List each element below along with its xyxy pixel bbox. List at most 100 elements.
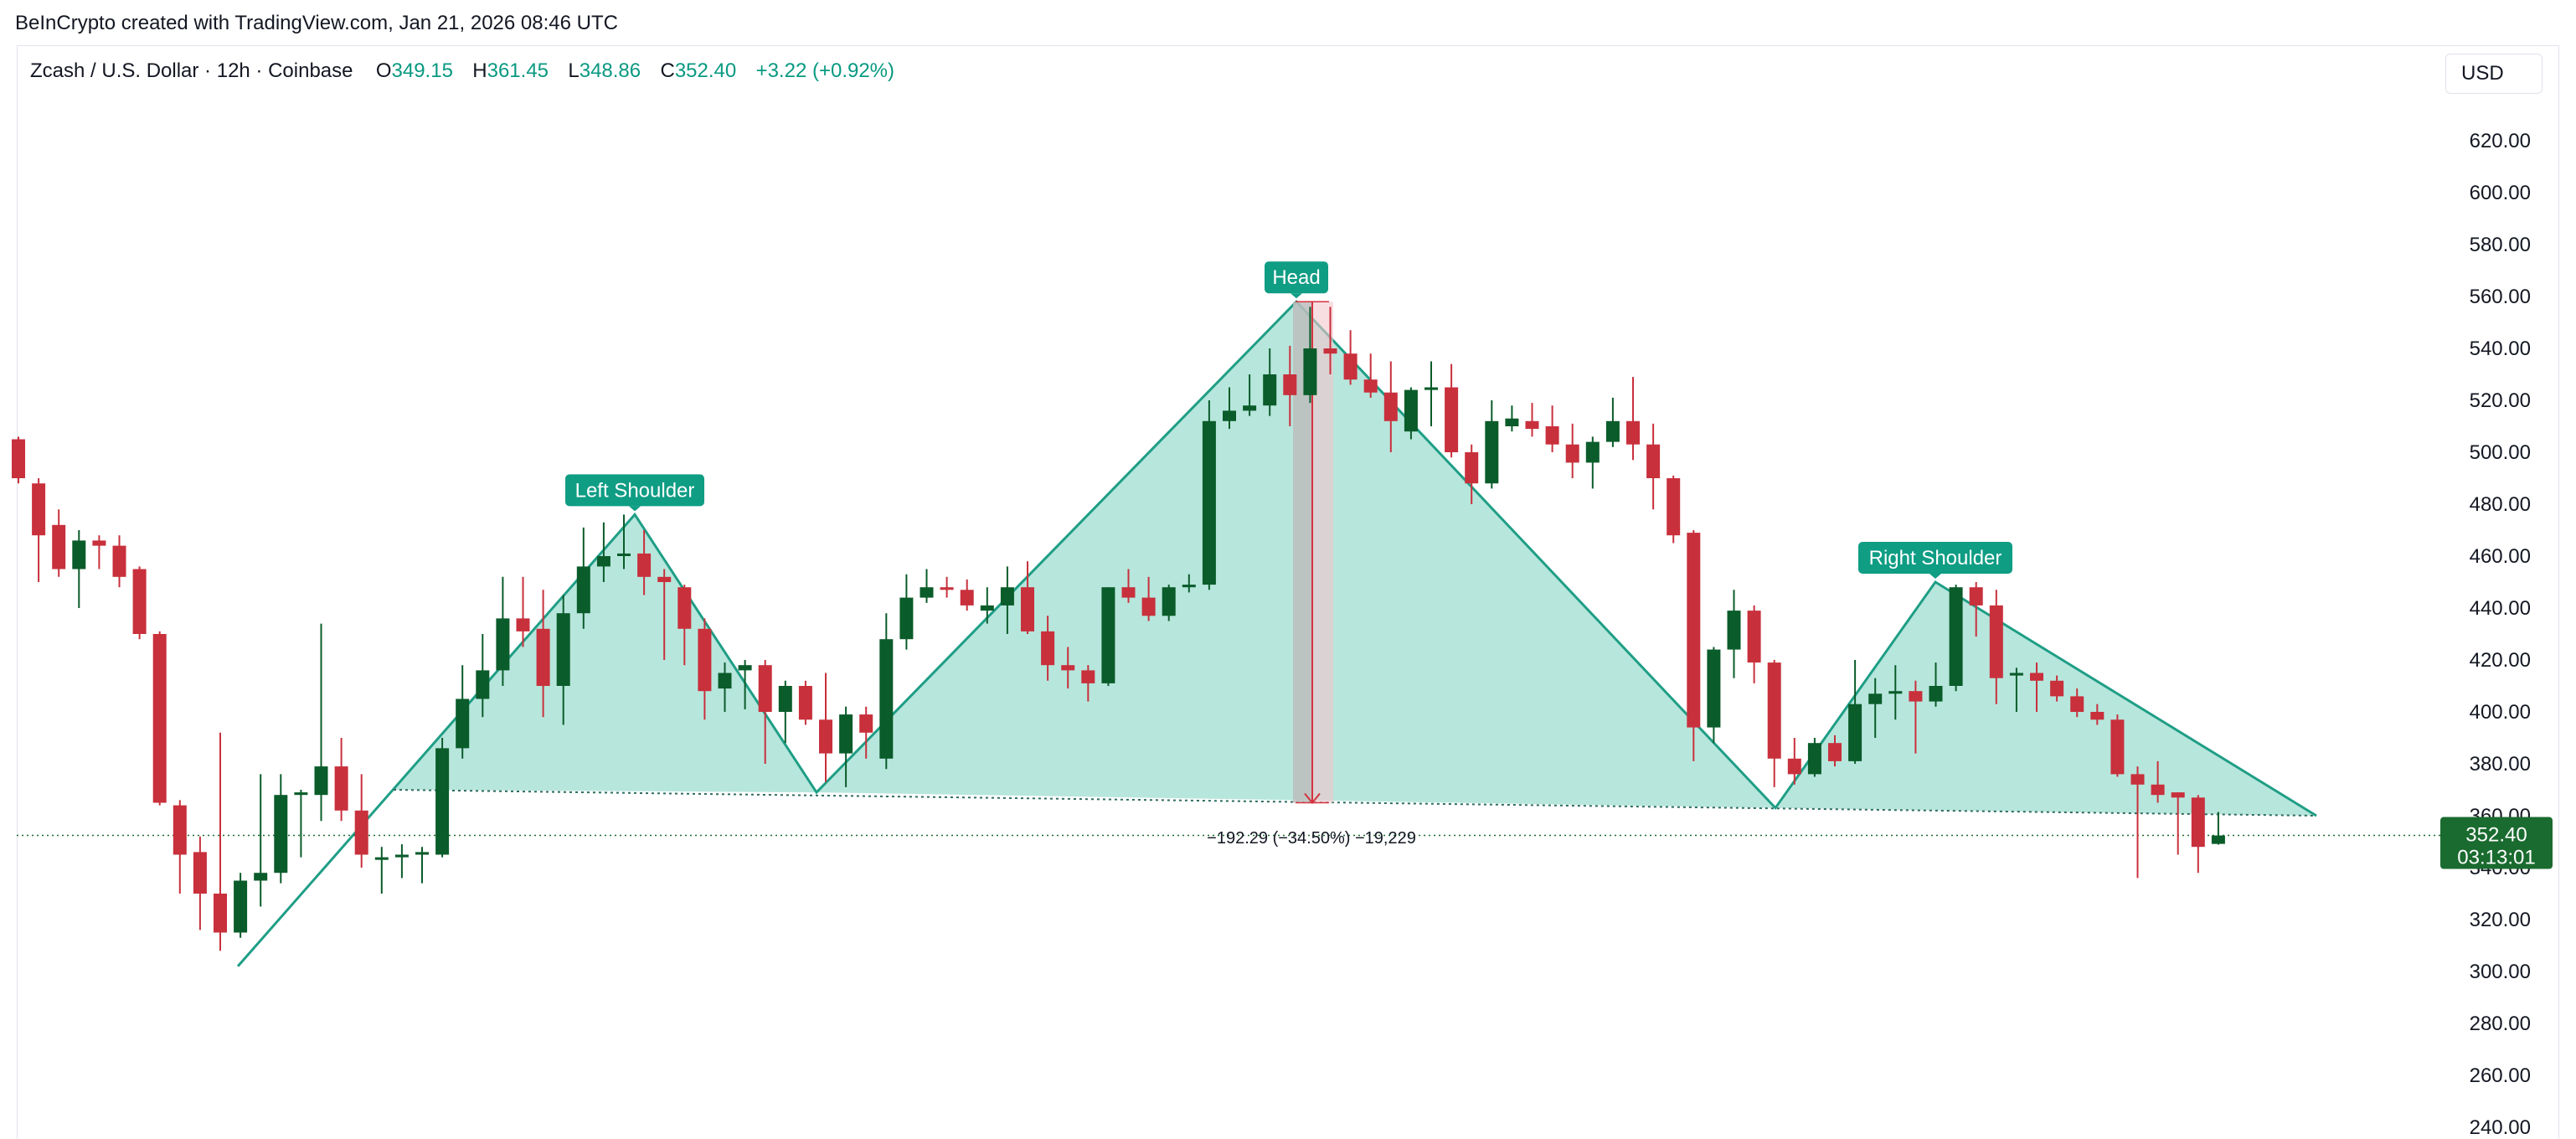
candle-body — [839, 714, 853, 754]
candle — [798, 680, 812, 725]
candle — [2151, 760, 2165, 803]
candle-body — [859, 714, 873, 733]
candle-body — [1041, 631, 1055, 666]
candle-body — [1021, 587, 1034, 631]
candle — [1465, 444, 1479, 504]
candle-body — [354, 810, 368, 855]
candle — [1445, 363, 1459, 458]
candle-body — [173, 805, 187, 855]
candle-body — [1949, 587, 1963, 686]
candle-body — [1646, 444, 1661, 478]
candle — [859, 706, 873, 759]
candle-body — [2171, 792, 2185, 798]
candle — [536, 590, 550, 718]
candle-body — [1303, 348, 1317, 395]
candle — [1807, 738, 1821, 777]
candle-body — [798, 686, 812, 720]
low-label: L — [568, 59, 580, 82]
candle-body — [1202, 420, 1216, 585]
low-value: 348.86 — [579, 59, 641, 82]
left-shoulder-label-bg — [565, 474, 704, 507]
y-tick-label: 400.00 — [2470, 701, 2531, 724]
candle — [1646, 423, 1661, 510]
candle — [2009, 667, 2023, 712]
open-value: 349.15 — [391, 59, 453, 82]
candle-body — [879, 639, 894, 759]
candle-body — [1445, 387, 1459, 452]
right-shoulder-label: Right Shoulder — [1858, 542, 2012, 579]
y-tick-label: 560.00 — [2470, 286, 2531, 308]
candle-body — [1807, 743, 1821, 775]
high-value: 361.45 — [487, 59, 549, 82]
candle — [1848, 660, 1862, 764]
candle — [476, 634, 490, 718]
candle-body — [415, 852, 429, 855]
y-tick-label: 600.00 — [2470, 182, 2531, 204]
candle — [1727, 590, 1741, 678]
candle — [576, 527, 590, 629]
candle — [2211, 812, 2225, 845]
candle-body — [2009, 673, 2023, 676]
candle — [1343, 330, 1358, 385]
candlestick-series — [12, 307, 2225, 951]
candle — [92, 535, 106, 570]
candle — [1425, 361, 1438, 426]
candle-body — [394, 854, 409, 858]
candle — [940, 576, 954, 598]
candle-body — [677, 587, 692, 629]
y-tick-label: 420.00 — [2470, 649, 2531, 672]
candle-body — [1343, 353, 1358, 380]
candle — [1485, 400, 1499, 489]
candle — [274, 774, 288, 884]
candle-body — [234, 880, 248, 933]
candle — [1263, 348, 1277, 416]
candle — [1041, 616, 1055, 681]
candle — [516, 576, 530, 647]
candle — [677, 585, 692, 666]
candle — [214, 732, 227, 951]
candle-body — [1989, 605, 2003, 678]
candle-body — [536, 628, 550, 686]
candle — [556, 595, 570, 725]
candle — [1162, 585, 1176, 621]
candle-body — [738, 665, 752, 671]
head-label: Head — [1265, 261, 1328, 299]
candle-body — [52, 524, 66, 570]
candle — [1787, 738, 1801, 785]
candle-body — [152, 634, 167, 803]
candle-body — [2030, 673, 2043, 681]
candle — [52, 509, 66, 577]
candle-body — [1263, 374, 1277, 406]
candle — [1363, 353, 1378, 398]
candle-body — [1868, 693, 1883, 704]
y-tick-label: 320.00 — [2470, 909, 2531, 931]
head-label-text: Head — [1272, 266, 1320, 289]
candle — [2030, 662, 2043, 712]
candle-body — [214, 894, 227, 933]
candle — [920, 569, 934, 603]
candle-body — [112, 545, 126, 577]
chart-frame — [17, 45, 2559, 1139]
candle — [637, 530, 652, 595]
candle-body — [1404, 389, 1418, 432]
candle — [1141, 576, 1156, 621]
candle-body — [920, 587, 934, 598]
candle-body — [1182, 585, 1196, 588]
currency-selector[interactable]: USD — [2445, 54, 2543, 94]
candle — [2130, 766, 2145, 879]
candle-body — [1465, 452, 1479, 484]
candle — [1545, 405, 1559, 452]
candle — [294, 790, 308, 858]
candle — [2070, 688, 2084, 718]
candle-body — [193, 852, 207, 894]
y-tick-label: 480.00 — [2470, 493, 2531, 516]
last-price-tag-bg — [2440, 817, 2553, 869]
candle-body — [758, 665, 772, 712]
candle — [1868, 678, 1883, 738]
candle-body — [334, 766, 348, 811]
candle-body — [1162, 587, 1176, 616]
candle — [1202, 400, 1216, 590]
candle — [960, 579, 974, 611]
head-label-pointer — [1291, 293, 1302, 299]
